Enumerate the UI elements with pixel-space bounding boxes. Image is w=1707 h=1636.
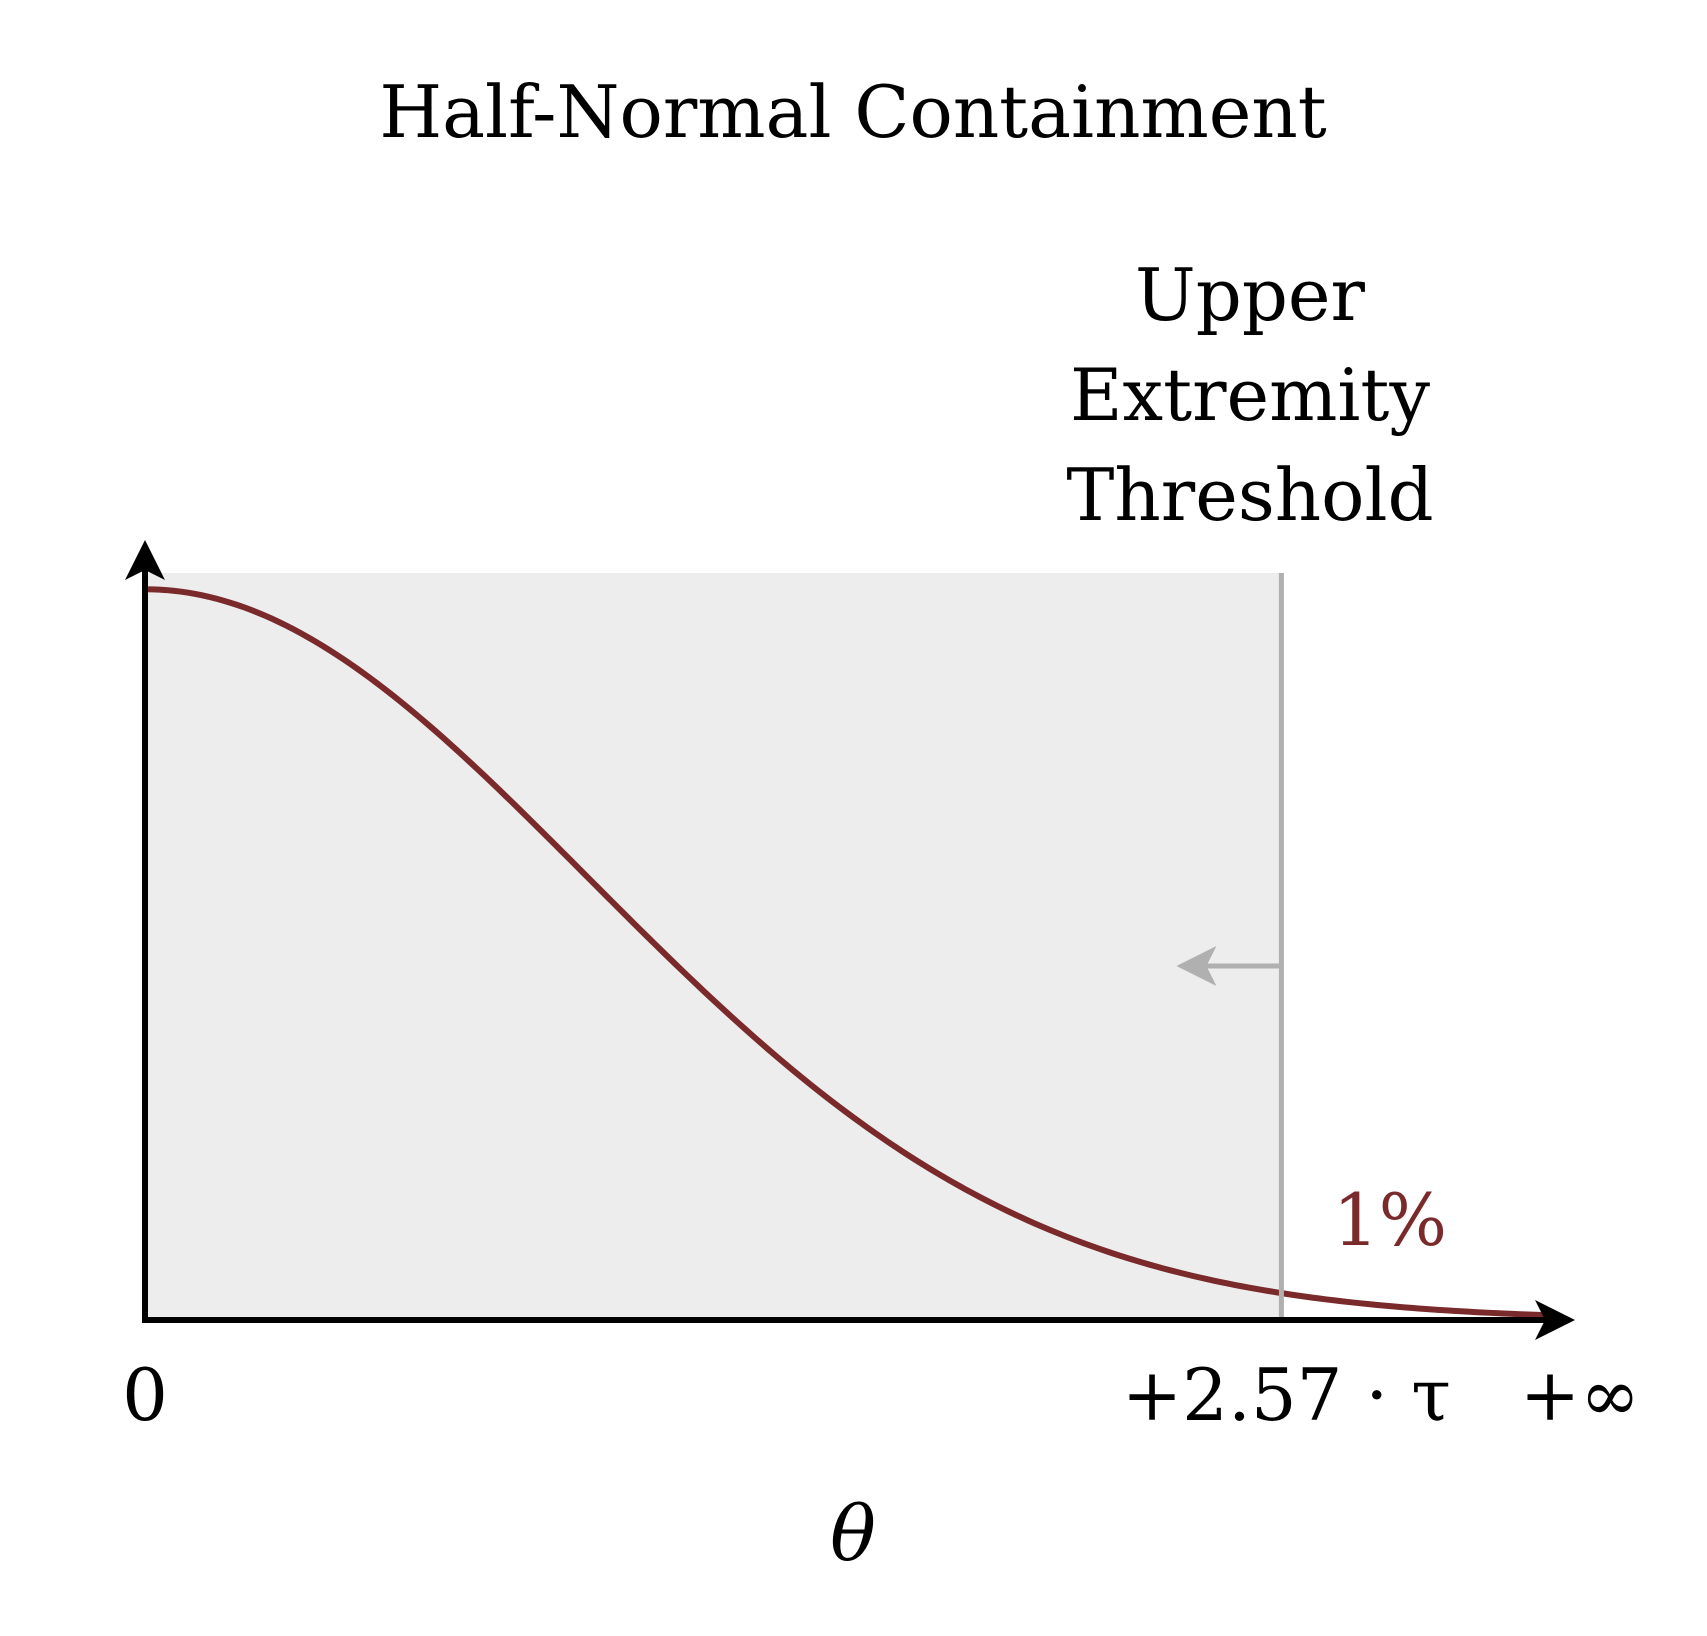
y-axis-arrow-icon [125, 540, 165, 580]
threshold-arrow-icon [1176, 946, 1282, 986]
x-tick-label-zero: 0 [122, 1353, 168, 1437]
x-tick-label-threshold: +2.57 · τ [1122, 1353, 1451, 1437]
threshold-label-line-2: Extremity [1070, 353, 1430, 437]
containment-region [145, 573, 1282, 1320]
chart-title: Half-Normal Containment [379, 70, 1326, 154]
x-axis-label: θ [830, 1489, 876, 1578]
x-tick-label-infinity: +∞ [1520, 1353, 1640, 1437]
threshold-label-line-1: Upper [1135, 253, 1365, 337]
threshold-label-line-3: Threshold [1066, 453, 1433, 537]
axes [125, 540, 1575, 1340]
density-curve [144, 586, 1561, 1319]
x-axis-arrow-icon [1535, 1300, 1575, 1340]
tail-probability-label: 1% [1333, 1178, 1447, 1262]
